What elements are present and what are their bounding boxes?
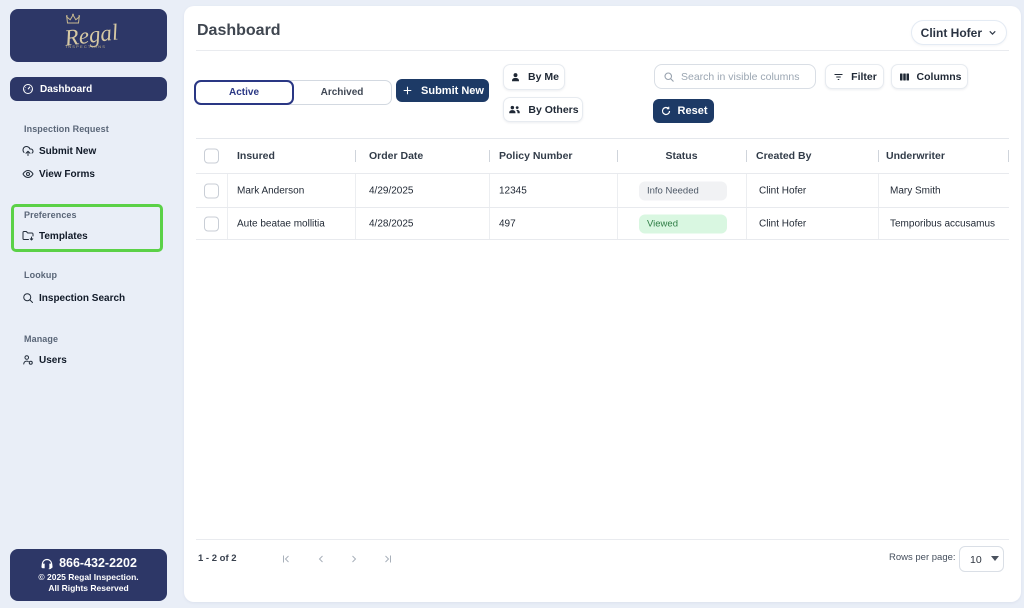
svg-text:INSPECTIONS: INSPECTIONS: [66, 44, 106, 49]
